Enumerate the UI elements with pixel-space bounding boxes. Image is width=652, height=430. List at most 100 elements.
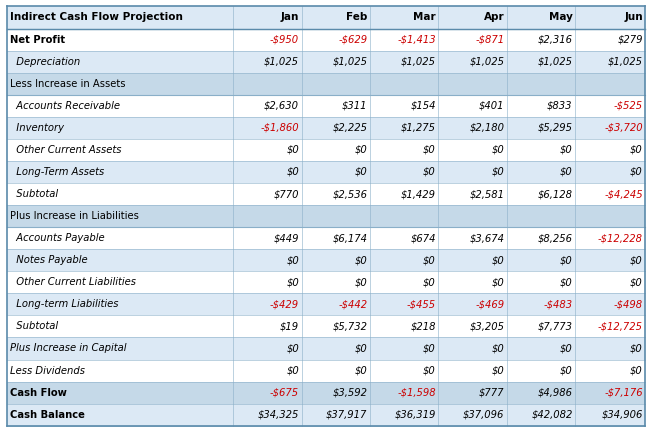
Bar — [7, 139, 645, 161]
Text: Inventory: Inventory — [10, 123, 65, 133]
Text: $0: $0 — [355, 167, 368, 177]
Text: $2,316: $2,316 — [538, 34, 572, 45]
Bar — [7, 271, 645, 293]
Text: -$525: -$525 — [614, 101, 643, 111]
Text: $1,025: $1,025 — [538, 57, 572, 67]
Text: -$12,228: -$12,228 — [598, 233, 643, 243]
Text: $1,025: $1,025 — [333, 57, 368, 67]
Text: $4,986: $4,986 — [538, 387, 572, 398]
Text: $2,581: $2,581 — [469, 189, 504, 199]
Text: $5,732: $5,732 — [333, 321, 368, 332]
Text: $8,256: $8,256 — [538, 233, 572, 243]
Text: Feb: Feb — [346, 12, 368, 22]
Text: $0: $0 — [492, 344, 504, 353]
Text: -$1,598: -$1,598 — [397, 387, 436, 398]
Text: $0: $0 — [630, 366, 643, 375]
Text: $0: $0 — [492, 366, 504, 375]
Text: Less Increase in Assets: Less Increase in Assets — [10, 79, 126, 89]
Text: $1,025: $1,025 — [469, 57, 504, 67]
Text: $1,025: $1,025 — [608, 57, 643, 67]
Text: -$442: -$442 — [338, 299, 368, 309]
Text: $0: $0 — [492, 277, 504, 287]
Text: -$3,720: -$3,720 — [604, 123, 643, 133]
Text: Accounts Payable: Accounts Payable — [10, 233, 105, 243]
Text: -$1,860: -$1,860 — [261, 123, 299, 133]
Text: Indirect Cash Flow Projection: Indirect Cash Flow Projection — [10, 12, 183, 22]
Text: -$629: -$629 — [338, 34, 368, 45]
Text: $34,906: $34,906 — [602, 410, 643, 420]
Text: $0: $0 — [423, 344, 436, 353]
Text: $0: $0 — [560, 145, 572, 155]
Text: Depreciation: Depreciation — [10, 57, 81, 67]
Text: Plus Increase in Capital: Plus Increase in Capital — [10, 344, 127, 353]
Text: $1,429: $1,429 — [401, 189, 436, 199]
Text: $0: $0 — [423, 167, 436, 177]
Text: $3,674: $3,674 — [469, 233, 504, 243]
Text: $0: $0 — [355, 344, 368, 353]
Text: $2,536: $2,536 — [333, 189, 368, 199]
Text: $0: $0 — [492, 145, 504, 155]
Text: -$455: -$455 — [407, 299, 436, 309]
Text: $777: $777 — [479, 387, 504, 398]
Text: Plus Increase in Liabilities: Plus Increase in Liabilities — [10, 211, 140, 221]
Bar — [7, 338, 645, 359]
Text: $0: $0 — [355, 277, 368, 287]
Text: Subtotal: Subtotal — [10, 321, 59, 332]
Text: $0: $0 — [560, 255, 572, 265]
Text: $7,773: $7,773 — [538, 321, 572, 332]
Text: $3,592: $3,592 — [333, 387, 368, 398]
Text: Less Dividends: Less Dividends — [10, 366, 85, 375]
Text: Cash Balance: Cash Balance — [10, 410, 85, 420]
Text: $0: $0 — [355, 145, 368, 155]
Text: Notes Payable: Notes Payable — [10, 255, 88, 265]
Text: $2,630: $2,630 — [264, 101, 299, 111]
Bar — [7, 28, 645, 51]
Bar — [7, 117, 645, 139]
Text: $0: $0 — [423, 366, 436, 375]
Text: $0: $0 — [630, 255, 643, 265]
Text: $0: $0 — [423, 145, 436, 155]
Text: -$429: -$429 — [270, 299, 299, 309]
Text: $2,225: $2,225 — [333, 123, 368, 133]
Text: $0: $0 — [423, 277, 436, 287]
Text: -$4,245: -$4,245 — [604, 189, 643, 199]
Text: $0: $0 — [286, 255, 299, 265]
Text: May: May — [549, 12, 572, 22]
Text: $0: $0 — [286, 167, 299, 177]
Bar — [7, 359, 645, 381]
Text: $0: $0 — [630, 277, 643, 287]
Text: $0: $0 — [423, 255, 436, 265]
Text: $37,917: $37,917 — [326, 410, 368, 420]
Text: Net Profit: Net Profit — [10, 34, 66, 45]
Text: $0: $0 — [630, 167, 643, 177]
Text: $5,295: $5,295 — [538, 123, 572, 133]
Text: Subtotal: Subtotal — [10, 189, 59, 199]
Text: -$12,725: -$12,725 — [598, 321, 643, 332]
Text: Jun: Jun — [624, 12, 643, 22]
Text: $37,096: $37,096 — [463, 410, 504, 420]
Text: $0: $0 — [560, 167, 572, 177]
Bar — [7, 95, 645, 117]
Text: $0: $0 — [560, 366, 572, 375]
Text: -$1,413: -$1,413 — [397, 34, 436, 45]
Text: $19: $19 — [280, 321, 299, 332]
Text: $0: $0 — [286, 277, 299, 287]
Bar — [7, 249, 645, 271]
Text: Mar: Mar — [413, 12, 436, 22]
Bar — [7, 51, 645, 73]
Text: Other Current Assets: Other Current Assets — [10, 145, 122, 155]
Bar — [7, 161, 645, 183]
Text: $3,205: $3,205 — [469, 321, 504, 332]
Text: -$498: -$498 — [614, 299, 643, 309]
Bar — [7, 183, 645, 205]
Text: $833: $833 — [547, 101, 572, 111]
Text: $311: $311 — [342, 101, 368, 111]
Text: -$469: -$469 — [475, 299, 504, 309]
Text: $0: $0 — [492, 167, 504, 177]
Text: $34,325: $34,325 — [258, 410, 299, 420]
Text: $770: $770 — [274, 189, 299, 199]
Text: $0: $0 — [560, 277, 572, 287]
Text: $0: $0 — [492, 255, 504, 265]
Text: $279: $279 — [617, 34, 643, 45]
Text: Long-term Liabilities: Long-term Liabilities — [10, 299, 119, 309]
